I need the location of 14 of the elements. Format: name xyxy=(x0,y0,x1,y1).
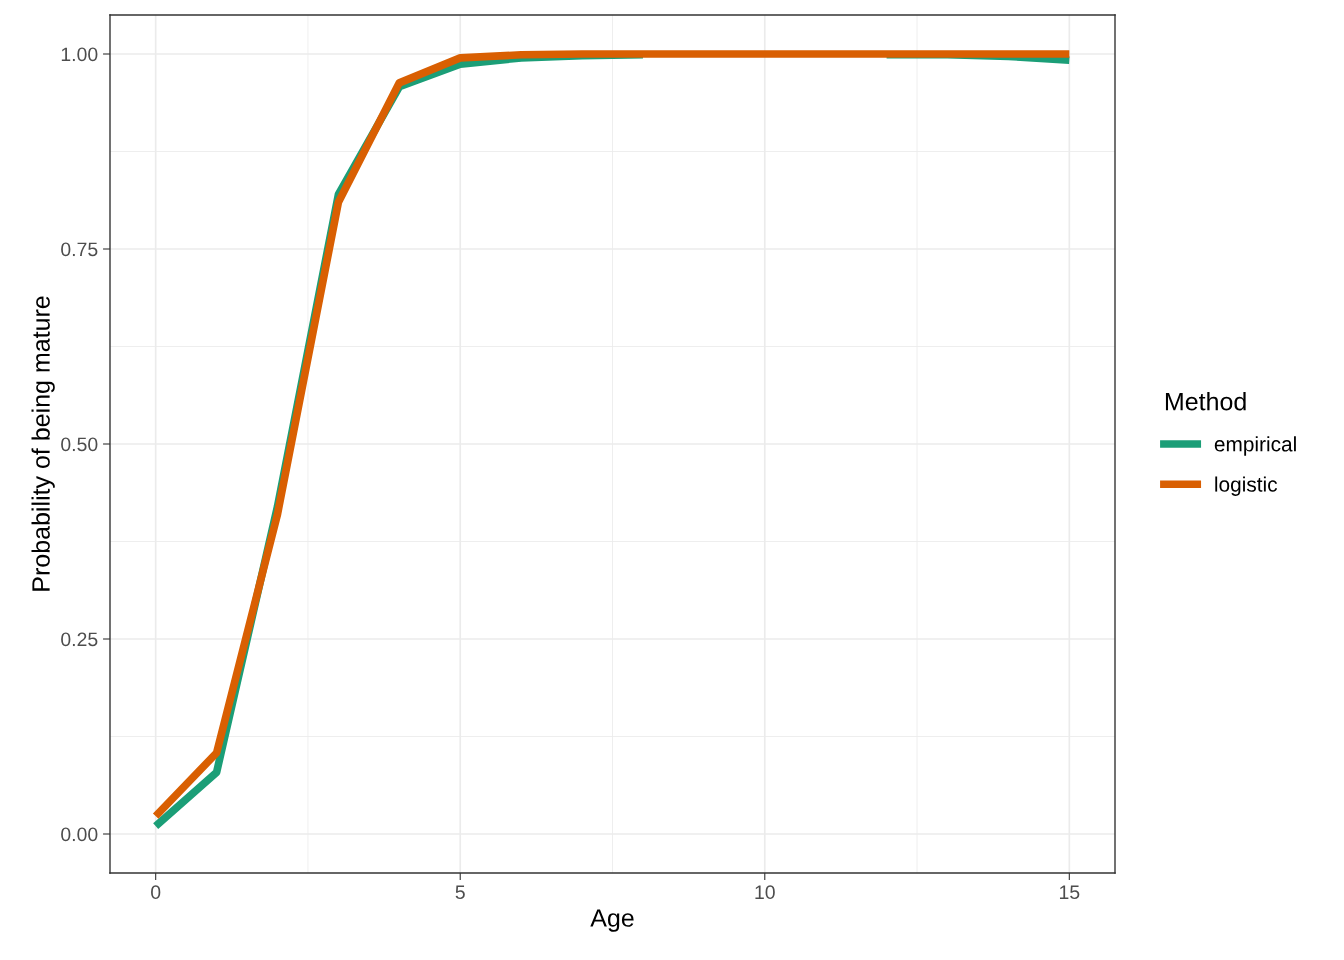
y-tick-label: 1.00 xyxy=(61,47,98,62)
legend-label: empirical xyxy=(1214,436,1296,456)
x-tick-label: 15 xyxy=(1059,885,1080,900)
x-tick-label: 0 xyxy=(151,885,161,900)
y-tick-label: 0.75 xyxy=(61,242,98,257)
x-axis-title: Age xyxy=(590,909,634,932)
y-tick-label: 0.00 xyxy=(61,827,98,842)
y-axis-title: Probability of being mature xyxy=(31,296,55,591)
x-tick-label: 10 xyxy=(755,885,775,900)
y-tick-label: 0.50 xyxy=(61,437,98,452)
y-tick-label: 0.25 xyxy=(61,632,98,647)
x-tick-label: 5 xyxy=(455,885,465,900)
legend-title: Method xyxy=(1165,392,1246,411)
legend-label: logistic xyxy=(1215,476,1278,496)
